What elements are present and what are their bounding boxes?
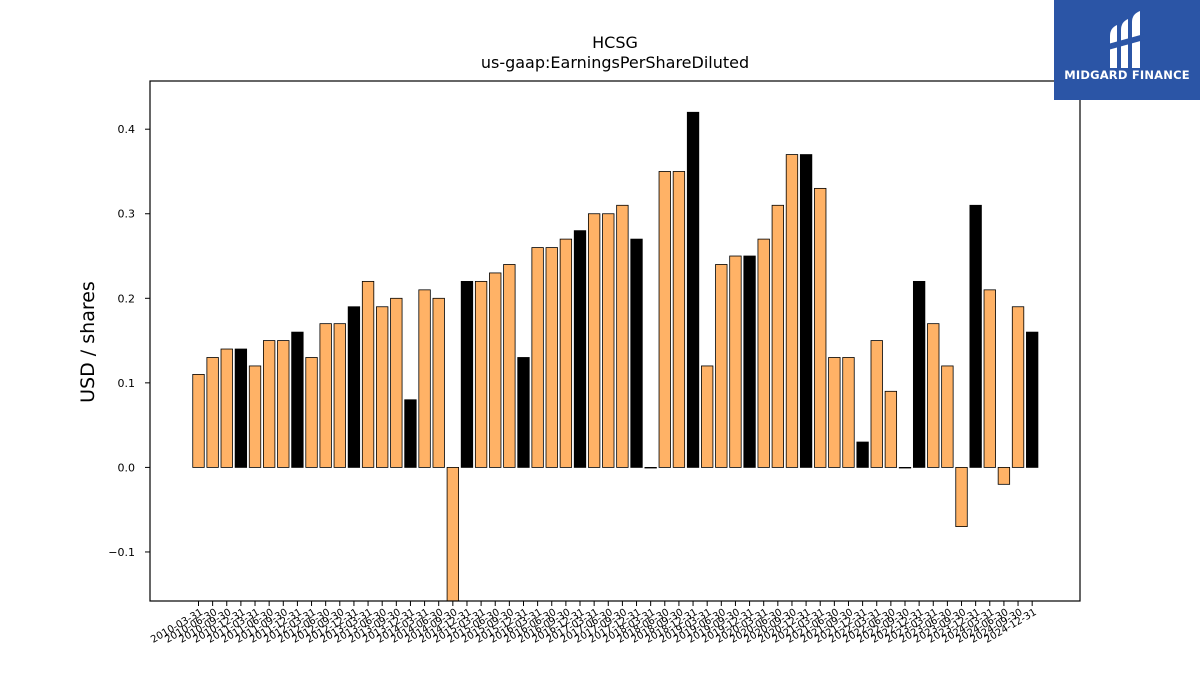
y-axis-label: USD / shares [77, 281, 99, 403]
x-axis-ticks: 2010-03-312010-06-302010-09-302010-12-31… [149, 601, 1039, 646]
bar-2013-06-30 [376, 306, 389, 468]
midgard-logo-icon [1108, 11, 1144, 68]
bar-2018-03-31 [644, 467, 657, 469]
bar-2023-03-31 [927, 323, 940, 468]
bar-2015-06-30 [489, 272, 502, 468]
bar-2013-09-30 [390, 297, 403, 468]
bar-2017-09-30 [616, 204, 629, 468]
y-tick-label: 0.3 [118, 208, 136, 221]
bar-2021-09-30 [842, 357, 855, 468]
bar-2015-12-31 [517, 357, 530, 468]
bar-2020-12-31 [799, 154, 813, 468]
bar-2020-03-31 [757, 238, 770, 468]
bar-2011-12-31 [291, 331, 304, 468]
y-tick-label: −0.1 [108, 546, 135, 559]
bar-2017-12-31 [630, 238, 643, 468]
bar-2011-03-31 [248, 365, 262, 468]
bar-2019-12-31 [743, 255, 756, 468]
bar-2010-03-31 [192, 373, 205, 468]
bar-2012-03-31 [305, 357, 318, 468]
bar-2010-06-30 [206, 357, 219, 468]
bar-2022-03-31 [870, 340, 883, 468]
bar-2014-03-31 [418, 289, 431, 468]
bar-2021-12-31 [856, 441, 869, 468]
bar-2020-09-30 [785, 154, 799, 468]
bar-2022-06-30 [884, 390, 898, 468]
bar-2011-09-30 [277, 340, 290, 468]
bar-2016-03-31 [531, 247, 544, 468]
bar-2019-03-31 [701, 365, 714, 468]
midgard-finance-logo: MIDGARD FINANCE [1054, 0, 1200, 100]
logo-text: MIDGARD FINANCE [1064, 68, 1190, 82]
bar-2010-09-30 [220, 348, 233, 468]
bar-2017-06-30 [602, 213, 615, 468]
bar-2024-06-30 [997, 467, 1011, 485]
bar-2023-06-30 [941, 365, 954, 468]
bar-2021-03-31 [814, 187, 827, 468]
bar-2013-03-31 [361, 280, 375, 468]
bar-2020-06-30 [771, 204, 784, 468]
bar-2012-06-30 [319, 323, 332, 468]
bar-2019-06-30 [715, 264, 728, 468]
bar-2017-03-31 [587, 213, 601, 468]
bar-2015-09-30 [503, 264, 516, 468]
bar-2016-09-30 [559, 238, 573, 468]
bar-2018-09-30 [672, 171, 686, 468]
bar-2018-12-31 [686, 111, 700, 468]
chart-title: HCSG [592, 33, 638, 52]
bar-2024-12-31 [1026, 331, 1039, 468]
bar-2023-12-31 [969, 204, 982, 468]
bar-2010-12-31 [234, 348, 248, 468]
bar-2023-09-30 [955, 467, 968, 527]
bar-2012-12-31 [347, 306, 361, 468]
bar-2024-09-30 [1011, 306, 1025, 468]
y-tick-label: 0.2 [118, 292, 136, 305]
bar-2012-09-30 [333, 323, 346, 468]
bar-series [192, 111, 1039, 602]
bar-2016-06-30 [545, 247, 558, 468]
bar-2013-12-31 [404, 399, 417, 468]
bar-2011-06-30 [262, 340, 276, 468]
y-tick-label: 0.4 [118, 123, 136, 136]
bar-2015-03-31 [474, 280, 488, 468]
bar-2019-09-30 [729, 255, 742, 468]
bar-2022-09-30 [898, 467, 912, 469]
bar-2014-12-31 [460, 280, 474, 468]
y-tick-label: 0.0 [118, 461, 136, 474]
plot-frame [149, 80, 1081, 602]
chart-subtitle: us-gaap:EarningsPerShareDiluted [481, 53, 749, 72]
bar-2014-09-30 [446, 467, 459, 602]
bar-2021-06-30 [828, 357, 841, 468]
bar-2024-03-31 [983, 289, 996, 468]
bar-2022-12-31 [912, 280, 926, 468]
y-tick-label: 0.1 [118, 377, 136, 390]
bar-2016-12-31 [573, 230, 587, 468]
y-axis-ticks: −0.1 0.0 0.1 0.2 0.3 0.4 [108, 123, 150, 559]
bar-2018-06-30 [658, 171, 671, 468]
bar-2014-06-30 [432, 297, 445, 468]
